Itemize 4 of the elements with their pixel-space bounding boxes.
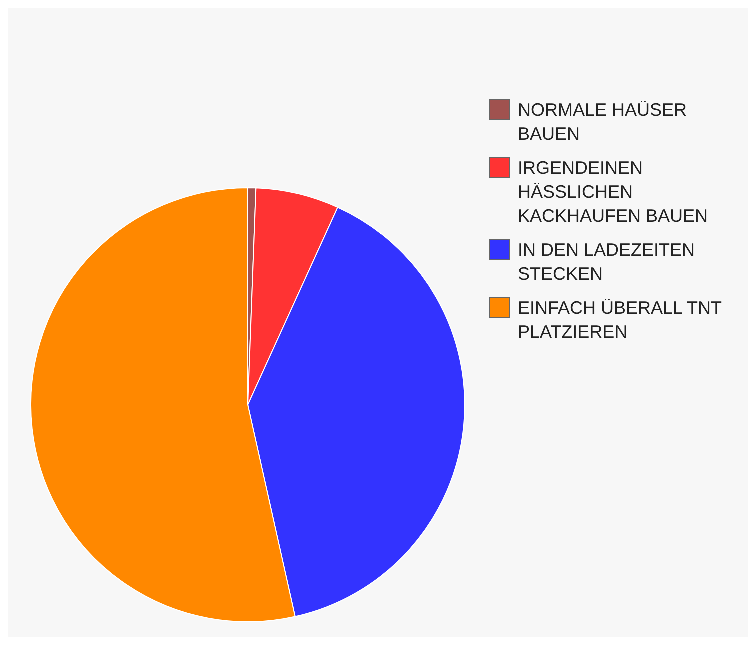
- legend-label: NORMALE HAÜSER BAUEN: [518, 100, 688, 144]
- legend-label: EINFACH ÜBERALL TNT PLATZIEREN: [518, 298, 722, 342]
- legend-label: IRGENDEINEN HÄSSLICHEN KACKHAUFEN BAUEN: [518, 158, 708, 226]
- legend-label: IN DEN LADEZEITEN STECKEN: [518, 240, 696, 284]
